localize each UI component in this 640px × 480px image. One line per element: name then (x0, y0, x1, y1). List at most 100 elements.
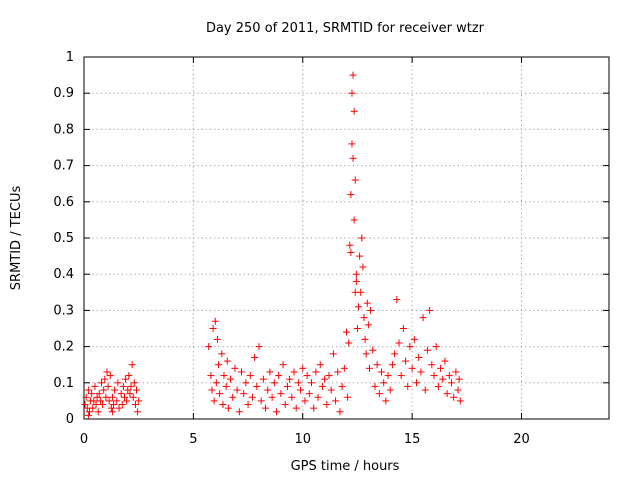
data-point (348, 89, 356, 97)
y-tick-label: 0.3 (53, 303, 74, 318)
data-point (105, 397, 113, 405)
data-point (355, 303, 363, 311)
data-point (212, 379, 220, 387)
data-point (344, 393, 352, 401)
data-point (92, 401, 100, 409)
data-point (351, 288, 359, 296)
data-point (325, 372, 333, 380)
data-point (353, 325, 361, 332)
data-point (437, 364, 445, 372)
data-point (231, 364, 239, 372)
data-point (93, 393, 101, 401)
data-point (380, 379, 388, 387)
data-point (127, 382, 135, 390)
data-point (126, 390, 134, 398)
data-point (94, 408, 102, 416)
data-point (349, 71, 357, 79)
data-point (294, 379, 302, 387)
data-point (299, 364, 307, 372)
data-point (428, 361, 436, 369)
data-point (104, 382, 112, 390)
data-point (128, 361, 136, 369)
data-point (207, 372, 215, 380)
data-point (277, 390, 285, 398)
data-point (386, 386, 394, 394)
data-point (124, 386, 132, 394)
data-point (312, 368, 320, 376)
data-point (334, 368, 342, 376)
data-point (120, 393, 128, 401)
data-point (316, 361, 324, 369)
data-point (91, 382, 99, 390)
data-point (314, 393, 322, 401)
data-point (95, 390, 103, 398)
data-point (85, 408, 93, 416)
data-point (96, 397, 104, 405)
x-tick-label: 15 (404, 432, 421, 447)
data-point (347, 248, 355, 256)
y-tick-label: 0.5 (53, 231, 74, 246)
data-point (362, 350, 370, 358)
y-tick-label: 0 (66, 412, 74, 427)
data-point (384, 372, 392, 380)
data-point (253, 382, 261, 390)
x-tick-label: 20 (513, 432, 530, 447)
data-point (99, 401, 107, 409)
data-point (303, 372, 311, 380)
data-point (358, 234, 366, 242)
data-point (364, 321, 372, 329)
data-point (450, 393, 458, 401)
data-point (350, 107, 358, 115)
data-point (399, 325, 407, 332)
data-point (133, 386, 140, 394)
data-point (286, 375, 294, 383)
data-point (264, 386, 272, 394)
data-point (122, 375, 130, 383)
data-point (452, 368, 460, 376)
data-point (363, 299, 371, 307)
x-tick-label: 5 (189, 432, 197, 447)
y-ticks: 0 0.1 0.2 0.3 0.4 0.5 0.6 0.7 0.8 0.9 1 (53, 50, 609, 427)
data-point (297, 386, 305, 394)
data-point (393, 296, 401, 304)
x-tick-label: 10 (294, 432, 311, 447)
data-point (135, 397, 143, 405)
data-point (215, 361, 223, 369)
data-point (432, 343, 440, 351)
data-point (301, 397, 309, 405)
data-point (406, 343, 414, 351)
data-point (352, 270, 360, 278)
data-point (134, 408, 142, 416)
data-point (219, 401, 227, 409)
data-point (371, 382, 379, 390)
data-point (275, 372, 283, 380)
data-point (103, 368, 111, 376)
y-tick-label: 0.7 (53, 159, 74, 174)
data-point (327, 386, 335, 394)
data-point (213, 335, 221, 343)
data-point (388, 361, 396, 369)
data-point (220, 372, 228, 380)
data-point (281, 401, 289, 409)
data-point (329, 350, 337, 358)
data-point (419, 314, 427, 322)
data-point (262, 404, 270, 412)
data-point (426, 306, 434, 314)
data-point (343, 328, 350, 336)
data-point (349, 154, 357, 162)
data-point (89, 404, 97, 412)
data-point (125, 372, 133, 380)
grid (84, 57, 609, 419)
data-point (224, 404, 232, 412)
data-point (308, 379, 315, 387)
data-point (129, 393, 137, 401)
data-point (395, 339, 403, 347)
data-point (259, 375, 267, 383)
data-point (378, 368, 385, 376)
data-point (210, 397, 218, 405)
x-axis-label: GPS time / hours (291, 459, 400, 474)
data-point (359, 263, 367, 271)
data-point (445, 372, 453, 380)
data-point (352, 277, 360, 285)
